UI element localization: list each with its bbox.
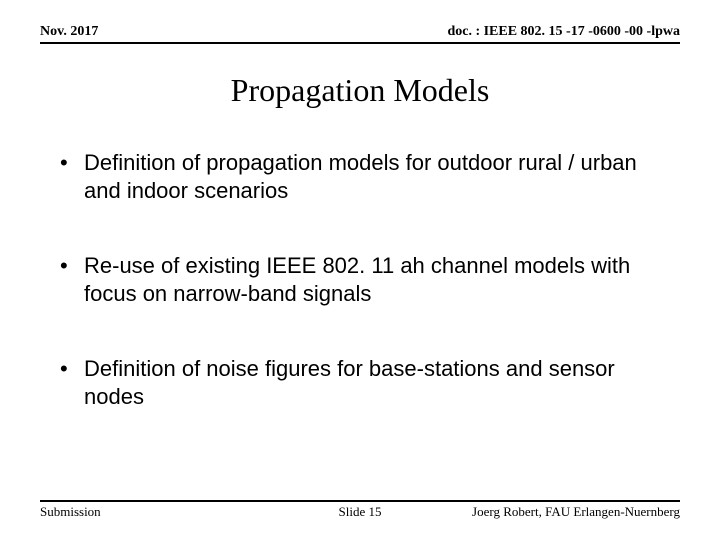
footer-right: Joerg Robert, FAU Erlangen-Nuernberg (472, 504, 680, 520)
footer-left: Submission (40, 504, 101, 520)
list-item: Definition of noise figures for base-sta… (60, 355, 670, 410)
footer: Submission Slide 15 Joerg Robert, FAU Er… (40, 500, 680, 520)
list-item: Re-use of existing IEEE 802. 11 ah chann… (60, 252, 670, 307)
slide: Nov. 2017 doc. : IEEE 802. 15 -17 -0600 … (0, 0, 720, 540)
slide-title: Propagation Models (40, 72, 680, 109)
bullet-list: Definition of propagation models for out… (60, 149, 670, 410)
slide-body: Definition of propagation models for out… (40, 149, 680, 410)
header-docid: doc. : IEEE 802. 15 -17 -0600 -00 -lpwa (447, 24, 680, 40)
list-item: Definition of propagation models for out… (60, 149, 670, 204)
header: Nov. 2017 doc. : IEEE 802. 15 -17 -0600 … (40, 24, 680, 44)
header-date: Nov. 2017 (40, 24, 98, 40)
